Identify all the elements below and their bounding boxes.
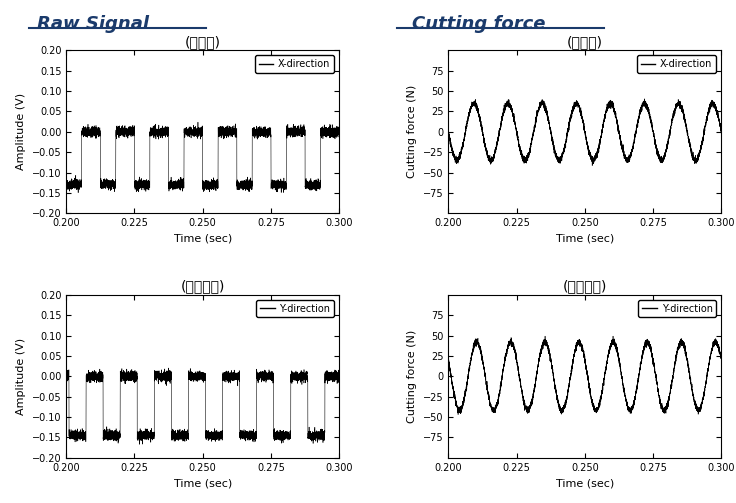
X-axis label: Time (sec): Time (sec) xyxy=(556,478,614,488)
Y-axis label: Amplitude (V): Amplitude (V) xyxy=(16,338,26,415)
Title: (주분력): (주분력) xyxy=(185,35,221,49)
Legend: Y-direction: Y-direction xyxy=(638,300,716,317)
Title: (이송분력): (이송분력) xyxy=(180,280,225,294)
Y-axis label: Cutting force (N): Cutting force (N) xyxy=(407,85,417,179)
X-axis label: Time (sec): Time (sec) xyxy=(174,234,232,243)
X-axis label: Time (sec): Time (sec) xyxy=(556,234,614,243)
Text: Raw Signal: Raw Signal xyxy=(37,15,149,33)
Legend: X-direction: X-direction xyxy=(255,55,334,73)
Text: Cutting force: Cutting force xyxy=(412,15,545,33)
Y-axis label: Amplitude (V): Amplitude (V) xyxy=(16,93,26,171)
Legend: Y-direction: Y-direction xyxy=(256,300,334,317)
X-axis label: Time (sec): Time (sec) xyxy=(174,478,232,488)
Title: (이송분력): (이송분력) xyxy=(562,280,607,294)
Y-axis label: Cutting force (N): Cutting force (N) xyxy=(407,329,417,423)
Legend: X-direction: X-direction xyxy=(637,55,716,73)
Title: (주분력): (주분력) xyxy=(567,35,603,49)
